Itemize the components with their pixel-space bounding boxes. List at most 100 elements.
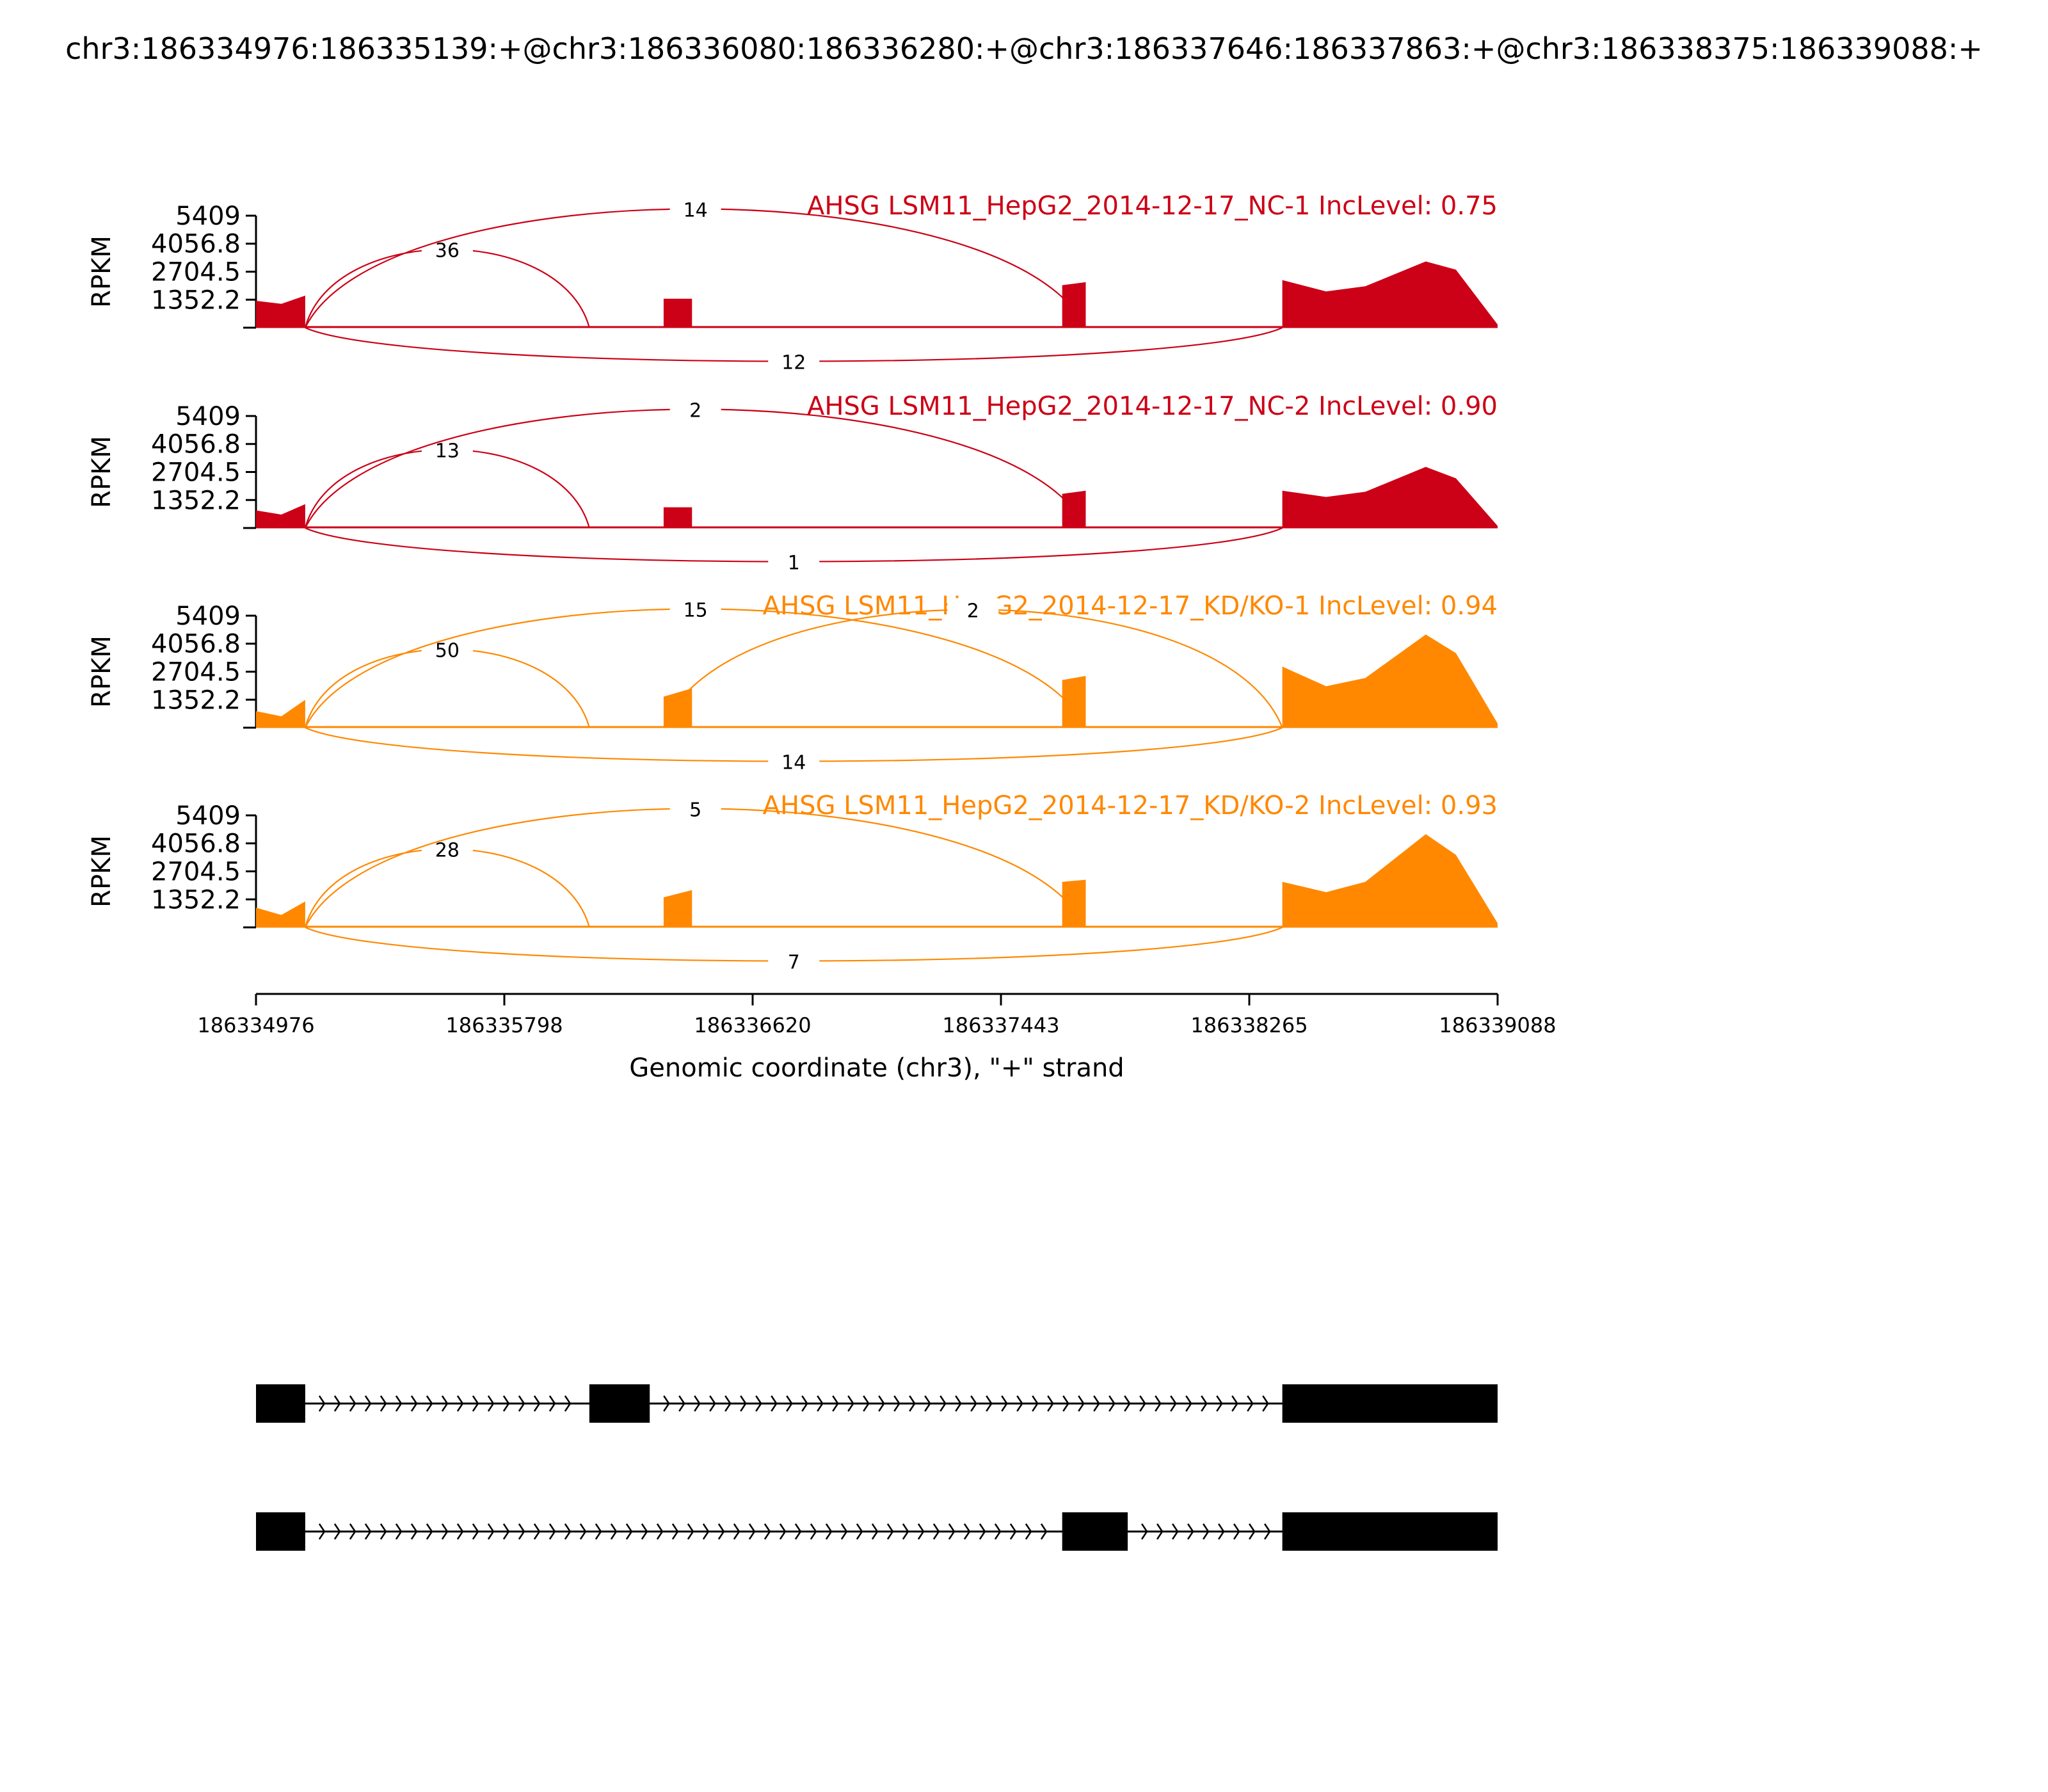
junction-count: 15 — [684, 599, 708, 621]
strand-arrow — [740, 1395, 747, 1412]
strand-arrow — [1264, 1523, 1271, 1540]
strand-arrow — [1216, 1395, 1223, 1412]
junction-count: 5 — [689, 799, 701, 821]
strand-arrow — [1156, 1523, 1164, 1540]
strand-arrow — [963, 1523, 971, 1540]
strand-arrow — [1032, 1395, 1039, 1412]
strand-arrow — [755, 1395, 762, 1412]
track-2: AHSG LSM11_HepG2_2014-12-17_NC-2 IncLeve… — [87, 392, 1498, 576]
strand-arrow — [733, 1523, 740, 1540]
strand-arrow — [671, 1523, 679, 1540]
junction-count: 2 — [689, 399, 701, 422]
strand-arrow — [970, 1395, 977, 1412]
coverage-block — [1282, 467, 1498, 528]
strand-arrow — [932, 1523, 940, 1540]
exon-block — [256, 1384, 305, 1423]
strand-arrow — [1172, 1523, 1179, 1540]
strand-arrow — [909, 1395, 916, 1412]
y-tick-label: 4056.8 — [151, 829, 241, 859]
x-tick-label: 186334976 — [197, 1013, 314, 1037]
exon-block — [1062, 1512, 1128, 1551]
coverage-block — [256, 504, 305, 528]
plot-title: chr3:186334976:186335139:+@chr3:18633608… — [65, 31, 1983, 66]
coverage-block — [663, 688, 692, 728]
strand-arrow — [456, 1395, 464, 1412]
strand-arrow — [1155, 1395, 1162, 1412]
strand-arrow — [878, 1395, 885, 1412]
y-tick-label: 4056.8 — [151, 430, 241, 460]
exon-block — [256, 1512, 305, 1551]
strand-arrow — [1201, 1395, 1208, 1412]
strand-arrow — [786, 1395, 793, 1412]
strand-arrow — [426, 1523, 433, 1540]
strand-arrow — [779, 1523, 787, 1540]
strand-arrow — [1040, 1523, 1048, 1540]
junction-label-bg — [669, 397, 721, 424]
strand-arrow — [579, 1523, 587, 1540]
junction-count: 12 — [781, 352, 806, 374]
coverage-block — [1062, 676, 1086, 728]
strand-arrow — [825, 1523, 833, 1540]
junction-count: 36 — [435, 240, 460, 262]
junction-count: 1 — [788, 552, 800, 575]
strand-arrow — [1170, 1395, 1177, 1412]
strand-arrow — [840, 1523, 848, 1540]
strand-arrow — [948, 1523, 956, 1540]
x-tick-label: 186335798 — [445, 1013, 563, 1037]
y-tick-label: 1352.2 — [151, 486, 241, 515]
strand-arrow — [410, 1523, 418, 1540]
strand-arrow — [1016, 1395, 1023, 1412]
isoform-models — [256, 1384, 1498, 1551]
junction-label-bg — [768, 550, 820, 576]
strand-arrow — [847, 1395, 854, 1412]
track-3: AHSG LSM11_HepG2_2014-12-17_KD/KO-1 IncL… — [87, 591, 1498, 776]
strand-arrow — [564, 1395, 572, 1412]
strand-arrow — [349, 1395, 356, 1412]
coverage-block — [1062, 879, 1086, 927]
track-label: AHSG LSM11_HepG2_2014-12-17_KD/KO-2 IncL… — [763, 791, 1498, 820]
coverage-block — [256, 901, 305, 927]
strand-arrow — [333, 1523, 341, 1540]
coverage-block — [1282, 261, 1498, 328]
strand-arrow — [1249, 1523, 1256, 1540]
strand-arrow — [441, 1523, 449, 1540]
junction-arc — [304, 208, 1087, 328]
strand-arrow — [986, 1395, 993, 1412]
y-axis-label: RPKM — [87, 436, 116, 508]
junction-count: 7 — [788, 952, 800, 974]
strand-arrow — [709, 1395, 716, 1412]
strand-arrow — [1185, 1395, 1192, 1412]
strand-arrow — [1025, 1523, 1032, 1540]
coverage-block — [663, 298, 692, 328]
track-4: AHSG LSM11_HepG2_2014-12-17_KD/KO-2 IncL… — [87, 791, 1498, 975]
strand-arrow — [863, 1395, 870, 1412]
strand-arrow — [1262, 1395, 1269, 1412]
strand-arrow — [724, 1395, 732, 1412]
strand-arrow — [1231, 1395, 1238, 1412]
strand-arrow — [1247, 1395, 1254, 1412]
junction-count: 14 — [684, 199, 708, 221]
strand-arrow — [940, 1395, 947, 1412]
junction-arc — [304, 408, 1087, 529]
strand-arrow — [641, 1523, 648, 1540]
strand-arrow — [917, 1523, 925, 1540]
exon-block — [589, 1384, 650, 1423]
strand-arrow — [1233, 1523, 1240, 1540]
strand-arrow — [832, 1395, 839, 1412]
strand-arrow — [548, 1395, 556, 1412]
coverage-block — [663, 507, 692, 528]
strand-arrow — [1187, 1523, 1194, 1540]
coverage-block — [256, 700, 305, 728]
junction-label-bg — [669, 197, 721, 223]
strand-arrow — [318, 1523, 326, 1540]
strand-arrow — [764, 1523, 771, 1540]
strand-arrow — [487, 1523, 495, 1540]
strand-arrow — [395, 1395, 403, 1412]
y-axis-label: RPKM — [87, 236, 116, 308]
strand-arrow — [994, 1523, 1002, 1540]
y-tick-label: 2704.5 — [151, 258, 241, 287]
strand-arrow — [801, 1395, 808, 1412]
strand-arrow — [955, 1395, 962, 1412]
strand-arrow — [1139, 1395, 1146, 1412]
